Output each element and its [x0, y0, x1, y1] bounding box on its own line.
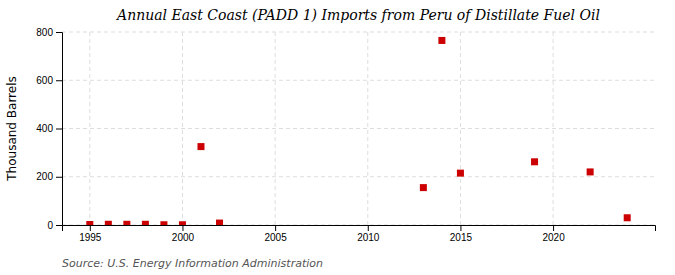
- x-tick-label: 2010: [357, 232, 380, 243]
- grid: [62, 32, 655, 225]
- x-tick-label: 2005: [264, 232, 287, 243]
- grid-line-x: [89, 32, 90, 225]
- y-tick-mark: [56, 129, 62, 130]
- point: [420, 184, 427, 191]
- point: [160, 221, 167, 225]
- grid-line-x: [182, 32, 183, 225]
- grid-line-y: [62, 80, 655, 81]
- x-axis-line: [63, 226, 656, 232]
- y-tick-mark: [56, 177, 62, 178]
- y-axis: 0 200 400 600 800: [36, 27, 62, 231]
- x-tick-mark: [553, 225, 554, 231]
- grid-line-x: [367, 32, 368, 225]
- points: [86, 37, 630, 225]
- y-tick-label: 400: [36, 123, 53, 134]
- x-tick: 2020: [542, 225, 565, 243]
- x-tick-mark: [275, 225, 276, 231]
- x-tick: 2005: [264, 225, 287, 243]
- point: [86, 221, 93, 225]
- x-tick-mark: [460, 225, 461, 231]
- y-tick-label: 200: [36, 171, 53, 182]
- grid-line-y: [62, 128, 655, 129]
- x-tick: 1995: [79, 225, 102, 243]
- x-tick: 2000: [172, 225, 195, 243]
- y-tick: 0: [47, 220, 62, 231]
- y-tick: 400: [36, 123, 62, 134]
- x-tick-mark: [368, 225, 369, 231]
- y-tick-label: 600: [36, 75, 53, 86]
- y-tick-mark: [56, 32, 62, 33]
- x-tick-mark: [90, 225, 91, 231]
- point: [123, 221, 130, 225]
- y-tick-mark: [56, 225, 62, 226]
- chart: 1995 2000 2005 2010 2015 2020 0 200 400 600 800 Ann…: [0, 0, 675, 275]
- point: [197, 143, 204, 150]
- point: [624, 214, 631, 221]
- point: [216, 220, 223, 225]
- title: Annual East Coast (PADD 1) Imports from …: [115, 7, 600, 23]
- point: [105, 221, 112, 225]
- y-tick: 600: [36, 75, 62, 86]
- grid-line-x: [553, 32, 554, 225]
- x-tick-label: 2000: [172, 232, 195, 243]
- y-tick-label: 800: [36, 27, 53, 38]
- y-tick: 200: [36, 171, 62, 182]
- x-tick-label: 2015: [450, 232, 473, 243]
- point: [531, 158, 538, 165]
- source: Source: U.S. Energy Information Administ…: [62, 257, 323, 270]
- y-axis-line: [56, 33, 63, 226]
- point: [587, 168, 594, 175]
- grid-line-y: [62, 32, 655, 33]
- plot: 1995 2000 2005 2010 2015 2020 0 200 400 600 800: [36, 27, 655, 243]
- x-tick-mark: [182, 225, 183, 231]
- grid-line-y: [62, 176, 655, 177]
- point: [457, 170, 464, 177]
- point: [142, 221, 149, 225]
- x-axis: 1995 2000 2005 2010 2015 2020: [63, 225, 656, 243]
- grid-line-x: [275, 32, 276, 225]
- x-tick: 2015: [450, 225, 473, 243]
- y-tick: 800: [36, 27, 62, 38]
- point: [438, 37, 445, 44]
- grid-line-x: [460, 32, 461, 225]
- x-tick: 2010: [357, 225, 380, 243]
- y-tick-label: 0: [47, 220, 53, 231]
- x-tick-label: 2020: [542, 232, 565, 243]
- y-tick-mark: [56, 80, 62, 81]
- point: [179, 221, 186, 225]
- y-axis-title: Thousand Barrels: [5, 76, 19, 181]
- x-tick-label: 1995: [79, 232, 102, 243]
